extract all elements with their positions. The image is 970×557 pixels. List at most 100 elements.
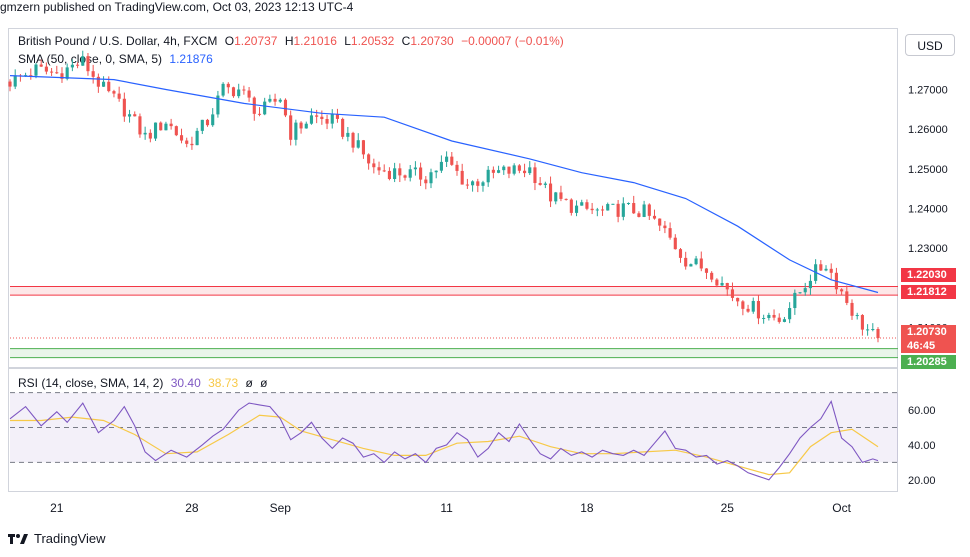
candle-body [533, 167, 537, 184]
candle-body [751, 301, 755, 312]
open-value: 1.20737 [234, 34, 278, 48]
candle-body [164, 123, 168, 131]
candle-body [855, 315, 859, 317]
candle-body [44, 66, 48, 72]
candle-body [767, 314, 771, 318]
candle-body [367, 154, 371, 164]
close-value: 1.20730 [410, 34, 454, 48]
candle-body [486, 169, 490, 183]
candle-body [341, 118, 345, 137]
price-tick-label: 1.25000 [908, 164, 948, 176]
candle-body [632, 203, 636, 214]
candle-body [694, 258, 698, 265]
sma-line [9, 75, 879, 294]
candle-body [491, 169, 495, 173]
rsi-pane-border [8, 368, 898, 492]
candle-body [153, 122, 158, 139]
resistance-bottom-tag: 1.21812 [901, 285, 956, 299]
candle-body [876, 329, 880, 339]
candle-body [668, 228, 672, 238]
low-label: L [344, 34, 351, 48]
candle-body [382, 170, 386, 172]
candle-body [840, 289, 844, 292]
change-value: −0.00007 (−0.01%) [461, 34, 564, 48]
candle-body [439, 161, 443, 171]
rsi-tick-label: 40.00 [908, 440, 936, 452]
candle-body [148, 132, 152, 139]
candle-body [554, 192, 558, 202]
candle-body [684, 257, 688, 267]
candle-body [585, 202, 589, 209]
candle-body [76, 64, 80, 66]
candle-body [91, 71, 95, 77]
candle-body [772, 314, 776, 318]
candle-body [13, 75, 17, 87]
candle-body [481, 182, 485, 186]
candle-body [143, 132, 147, 135]
candle-body [710, 272, 714, 280]
candle-body [231, 87, 236, 97]
high-label: H [284, 34, 294, 48]
candle-body [574, 205, 579, 213]
candle-body [315, 115, 319, 117]
candle-body [112, 91, 116, 94]
candle-body [257, 113, 262, 115]
candle-body [138, 116, 142, 135]
candle-body [793, 292, 797, 309]
candle-body [824, 268, 828, 271]
candle-body [242, 89, 246, 91]
candle-body [309, 115, 314, 124]
candle-body [403, 175, 407, 178]
candle-body [8, 81, 12, 87]
candle-body [497, 170, 501, 173]
time-tick-label: 18 [580, 501, 594, 515]
candle-body [377, 167, 381, 171]
candle-body [86, 56, 90, 72]
candle-body [434, 170, 438, 173]
candle-body [185, 140, 189, 144]
candle-body [429, 172, 433, 184]
open-label: O [224, 34, 235, 48]
candle-body [829, 268, 833, 273]
candle-body [808, 280, 812, 289]
publish-caption: gmzern published on TradingView.com, Oct… [0, 0, 354, 14]
candle-body [294, 122, 298, 140]
candle-body [798, 292, 802, 294]
time-tick-label: 28 [185, 501, 199, 515]
candle-body [860, 315, 864, 330]
sma-series-line [9, 75, 879, 294]
candle-body [372, 163, 376, 168]
time-tick-label: Sep [270, 501, 292, 515]
sma-value: 1.21876 [169, 52, 213, 66]
candle-body [595, 209, 599, 211]
candle-body [195, 130, 199, 146]
candle-body [465, 184, 469, 186]
candle-body [169, 123, 173, 127]
candle-body [637, 213, 641, 217]
candle-body [564, 198, 568, 200]
candle-body [190, 143, 194, 146]
candle-body [704, 268, 709, 273]
candle-body [652, 215, 657, 219]
candle-body [460, 170, 464, 185]
candle-body [777, 317, 781, 322]
candle-body [673, 237, 677, 250]
candle-body [278, 99, 282, 102]
candle-body [101, 81, 106, 87]
candle-body [528, 167, 532, 174]
candle-body [413, 167, 417, 170]
candle-body [408, 169, 412, 178]
candle-body [647, 204, 651, 216]
tradingview-logo-icon [8, 533, 28, 544]
currency-button[interactable]: USD [905, 34, 955, 56]
tradingview-footer[interactable]: TradingView [8, 531, 106, 546]
candle-body [762, 317, 766, 319]
candle-body [289, 115, 293, 140]
candle-body [50, 71, 54, 73]
countdown-tag: 46:45 [901, 339, 956, 353]
candle-body [819, 264, 823, 271]
candle-body [70, 64, 74, 68]
candle-body [600, 209, 605, 211]
candle-body [122, 98, 126, 117]
